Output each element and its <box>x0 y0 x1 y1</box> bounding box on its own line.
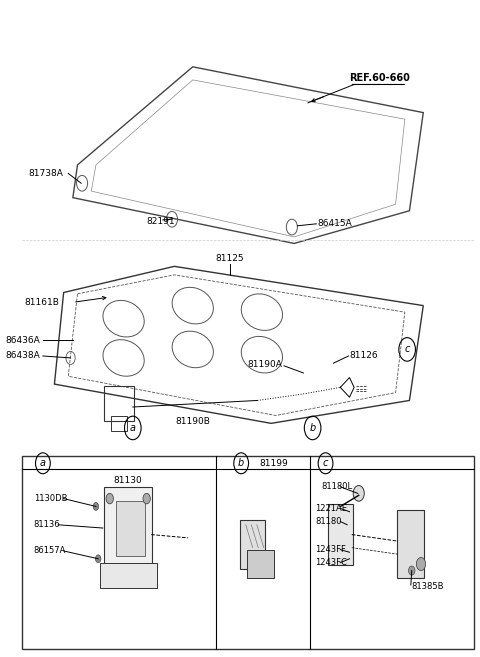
FancyBboxPatch shape <box>328 504 353 565</box>
Text: 86157A: 86157A <box>34 547 66 555</box>
Text: 81130: 81130 <box>114 476 143 485</box>
Text: 81161B: 81161B <box>24 298 59 307</box>
Text: 82191: 82191 <box>146 217 175 226</box>
FancyBboxPatch shape <box>397 510 424 578</box>
Text: 1243FC: 1243FC <box>315 558 347 567</box>
Text: 1130DB: 1130DB <box>34 494 67 503</box>
Text: 81385B: 81385B <box>412 582 444 591</box>
Text: 81180: 81180 <box>315 517 341 526</box>
Text: 1243FF: 1243FF <box>315 545 346 554</box>
Circle shape <box>416 558 426 570</box>
Circle shape <box>93 503 99 510</box>
Text: b: b <box>310 423 316 433</box>
FancyBboxPatch shape <box>104 487 152 568</box>
Text: 81125: 81125 <box>216 254 244 263</box>
Text: 81136: 81136 <box>34 520 60 530</box>
Text: 81190A: 81190A <box>248 360 283 369</box>
Circle shape <box>143 493 150 504</box>
Text: 81126: 81126 <box>349 351 378 361</box>
Text: 81738A: 81738A <box>29 169 64 178</box>
FancyBboxPatch shape <box>100 562 157 588</box>
Text: REF.60-660: REF.60-660 <box>349 73 410 83</box>
Text: 81199: 81199 <box>260 459 288 468</box>
FancyBboxPatch shape <box>247 550 275 578</box>
Text: 86438A: 86438A <box>6 351 41 361</box>
Text: 81190B: 81190B <box>175 417 210 426</box>
Text: 86436A: 86436A <box>6 336 41 345</box>
FancyBboxPatch shape <box>116 501 145 556</box>
Circle shape <box>106 493 113 504</box>
Text: b: b <box>238 459 244 468</box>
Text: 81180L: 81180L <box>322 482 353 491</box>
Text: c: c <box>323 459 328 468</box>
Text: a: a <box>40 459 46 468</box>
Circle shape <box>408 566 415 575</box>
Circle shape <box>353 486 364 501</box>
FancyBboxPatch shape <box>240 520 265 568</box>
Text: a: a <box>130 423 136 433</box>
Text: 1221AE: 1221AE <box>315 504 347 513</box>
Circle shape <box>96 555 101 562</box>
Text: 86415A: 86415A <box>317 219 352 229</box>
Text: c: c <box>405 344 410 354</box>
